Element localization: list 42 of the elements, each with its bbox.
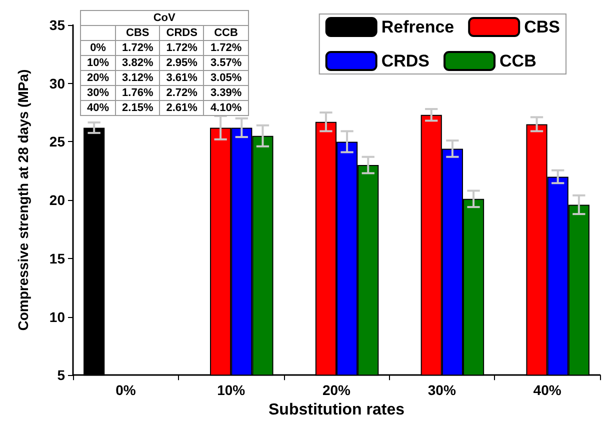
- legend-label: CBS: [524, 18, 560, 36]
- x-tick-label: 0%: [116, 382, 136, 398]
- y-tick-label: 35: [49, 17, 66, 33]
- x-tick-label: 10%: [217, 382, 246, 398]
- y-tick-label: 10: [49, 308, 66, 325]
- y-tick-label: 15: [49, 250, 66, 266]
- annotation: 40%: [80, 100, 116, 116]
- annotation: 2.15%: [116, 100, 160, 116]
- text: CoV: [153, 12, 176, 24]
- annotation: 1.72%: [160, 40, 204, 56]
- annotation: CCB: [204, 26, 248, 40]
- annotation: 1.72%: [116, 40, 160, 56]
- y-axis-title: Compressive strength at 28 days (MPa): [15, 69, 31, 331]
- annotation: 10%: [80, 56, 116, 70]
- y-tick-label: 25: [49, 134, 66, 150]
- annotation: 3.82%: [116, 56, 160, 70]
- legend-label: CCB: [500, 52, 536, 70]
- annotation: 4.10%: [204, 100, 248, 116]
- annotation: 3.61%: [160, 70, 204, 86]
- annotation: 20%: [80, 70, 116, 86]
- annotation: 3.57%: [204, 56, 248, 70]
- annotation: 3.12%: [116, 70, 160, 86]
- x-tick-label: 20%: [322, 382, 352, 398]
- annotation: CBS: [116, 26, 160, 40]
- annotation: 2.72%: [160, 86, 204, 100]
- y-tick-label: 20: [49, 192, 66, 208]
- annotation: CRDS: [160, 26, 204, 40]
- legend-label: Refrence: [381, 18, 454, 36]
- x-tick-label: 30%: [428, 382, 456, 398]
- legend-label: CRDS: [381, 52, 430, 70]
- annotation: 0%: [80, 40, 116, 56]
- annotation: 2.95%: [160, 56, 204, 70]
- annotation: 1.76%: [116, 86, 160, 100]
- annotation: 3.05%: [204, 70, 248, 86]
- annotation: 2.61%: [160, 100, 204, 116]
- y-tick-label: 5: [57, 367, 66, 384]
- annotation: 3.39%: [204, 86, 248, 100]
- annotation: 30%: [80, 86, 116, 100]
- x-tick-label: 40%: [533, 382, 562, 398]
- x-axis-title: Substitution rates: [268, 402, 405, 418]
- y-tick-label: 30: [49, 75, 66, 92]
- annotation: 1.72%: [204, 40, 248, 56]
